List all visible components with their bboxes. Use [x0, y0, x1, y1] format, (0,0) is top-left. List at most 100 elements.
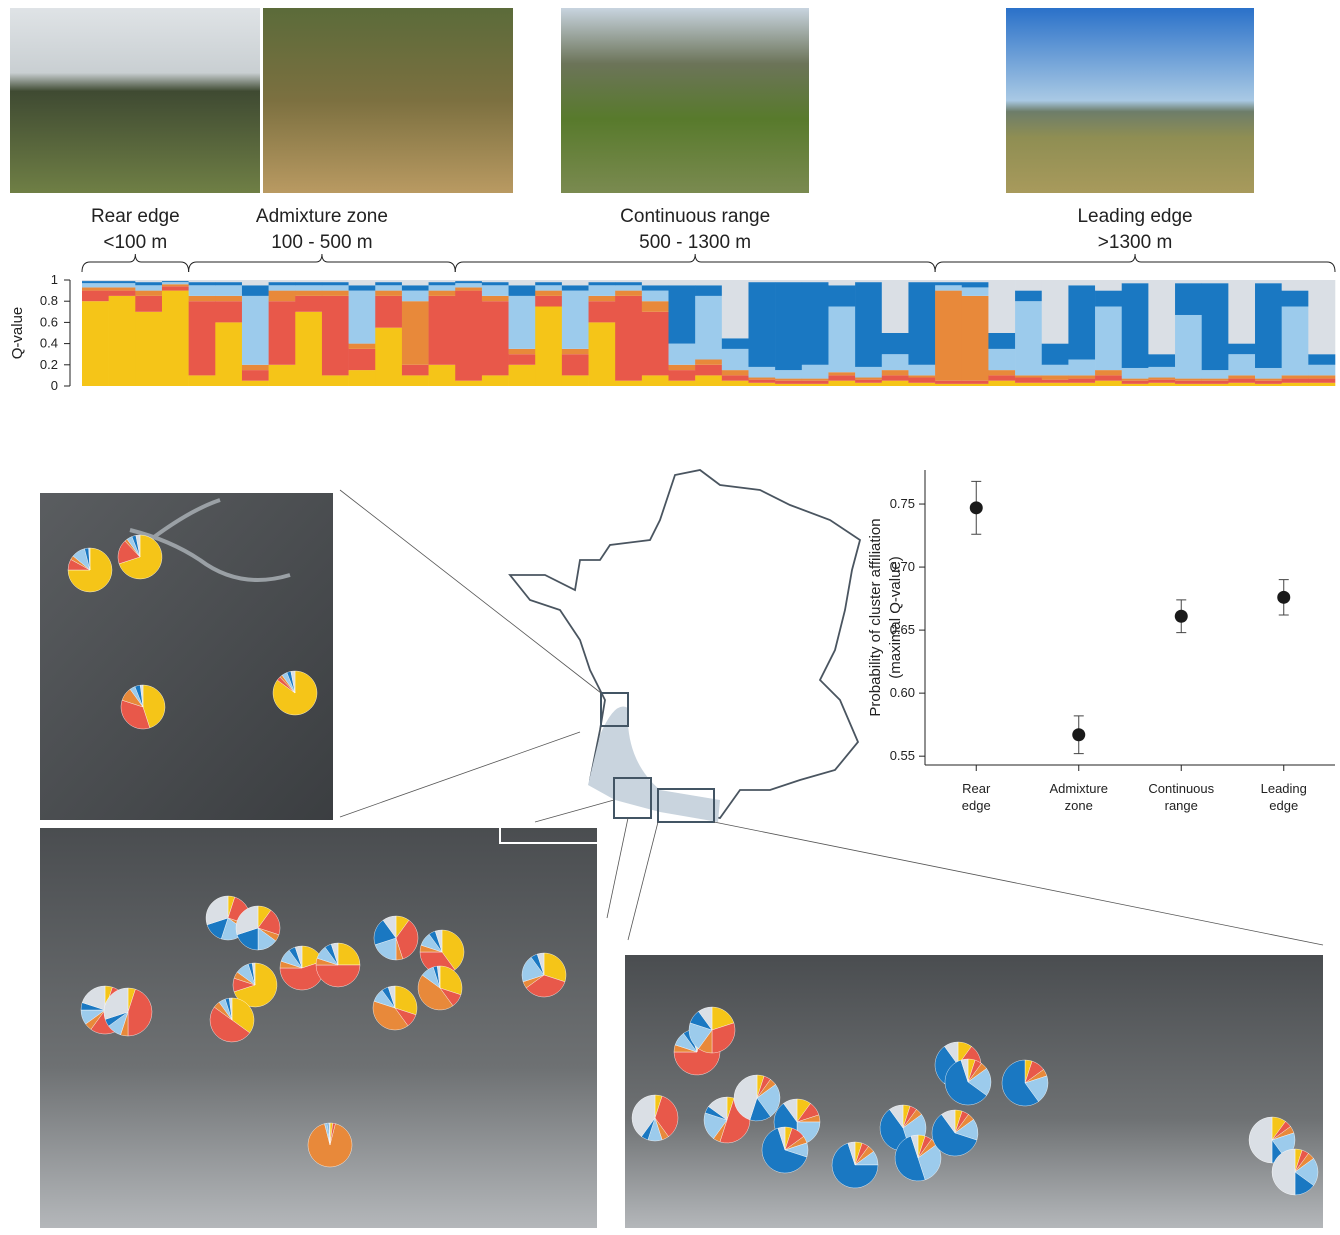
q-segment	[562, 280, 589, 285]
q-segment	[1042, 365, 1069, 376]
q-segment	[935, 282, 962, 285]
q-segment	[1255, 379, 1282, 381]
q-segment	[82, 301, 109, 386]
q-segment	[455, 291, 482, 381]
q-segment	[1042, 380, 1069, 383]
q-segment	[669, 280, 696, 285]
q-segment	[988, 381, 1015, 386]
point	[970, 501, 983, 514]
q-segment	[1308, 383, 1335, 386]
x-tick-label: Continuousrange	[1148, 781, 1214, 813]
q-segment	[1255, 384, 1282, 386]
q-segment	[189, 282, 216, 285]
pie	[762, 1127, 808, 1173]
q-segment	[1282, 375, 1309, 378]
q-segment	[589, 296, 616, 301]
q-segment	[242, 381, 269, 386]
q-segment	[402, 375, 429, 386]
pie	[932, 1110, 978, 1156]
q-segment	[322, 282, 349, 285]
q-segment	[988, 280, 1015, 333]
point	[1277, 591, 1290, 604]
q-segment	[642, 291, 669, 302]
zone-range: 100 - 500 m	[271, 232, 372, 253]
q-segment	[695, 285, 722, 296]
q-segment	[1282, 379, 1309, 383]
q-segment	[269, 291, 296, 302]
photo	[263, 8, 513, 193]
q-segment	[1042, 280, 1069, 344]
pie	[734, 1075, 780, 1121]
q-segment	[1042, 383, 1069, 386]
q-segment	[322, 291, 349, 296]
q-segment	[375, 291, 402, 296]
q-segment	[1042, 344, 1069, 365]
q-segment	[855, 280, 882, 282]
q-segment	[748, 280, 775, 282]
zone-range: >1300 m	[1098, 232, 1172, 253]
q-segment	[669, 370, 696, 381]
q-segment	[1068, 360, 1095, 376]
photo	[10, 8, 260, 193]
q-segment	[615, 280, 642, 282]
q-segment	[82, 291, 109, 302]
q-segment	[1228, 379, 1255, 383]
y-tick-label: 0	[51, 378, 58, 393]
q-segment	[402, 280, 429, 285]
q-segment	[509, 354, 536, 365]
q-segment	[722, 375, 749, 380]
q-segment	[1282, 383, 1309, 386]
q-segment	[269, 365, 296, 386]
q-segment	[535, 285, 562, 290]
q-segment	[802, 381, 829, 384]
q-segment	[189, 280, 216, 282]
q-segment	[1015, 291, 1042, 302]
q-segment	[1228, 383, 1255, 386]
q-segment	[429, 365, 456, 386]
q-segment	[162, 281, 189, 282]
q-segment	[722, 381, 749, 386]
q-segment	[562, 349, 589, 354]
q-segment	[908, 282, 935, 365]
y-tick-label: 0.2	[40, 357, 58, 372]
zone-name: Leading edge	[1077, 206, 1192, 227]
y-tick-label: 0.8	[40, 293, 58, 308]
q-segment	[402, 285, 429, 290]
q-segment	[269, 301, 296, 365]
connector	[714, 822, 1323, 945]
q-segment	[695, 375, 722, 386]
connector	[607, 818, 628, 918]
q-segment	[269, 282, 296, 285]
pie	[374, 916, 418, 960]
q-segment	[722, 280, 749, 338]
q-segment	[1015, 280, 1042, 291]
q-segment	[1095, 307, 1122, 371]
q-segment	[375, 328, 402, 386]
q-segment	[935, 285, 962, 290]
pie	[689, 1007, 735, 1053]
q-segment	[1255, 368, 1282, 379]
q-segment	[748, 378, 775, 380]
q-segment	[748, 383, 775, 386]
q-segment	[322, 296, 349, 376]
q-segment	[482, 375, 509, 386]
q-segment	[1255, 280, 1282, 283]
q-segment	[1095, 381, 1122, 386]
q-segment	[1202, 370, 1229, 378]
q-segment	[482, 285, 509, 296]
q-segment	[1015, 301, 1042, 375]
q-segment	[962, 381, 989, 384]
q-segment	[269, 285, 296, 290]
pie	[68, 548, 112, 592]
q-segment	[135, 312, 162, 386]
q-segment	[109, 291, 136, 296]
zone-brace	[455, 254, 935, 272]
q-segment	[135, 291, 162, 296]
q-segment	[535, 280, 562, 282]
q-segment	[562, 291, 589, 349]
q-segment	[1308, 379, 1335, 383]
q-segment	[1282, 280, 1309, 291]
q-segment	[908, 365, 935, 376]
q-segment	[215, 301, 242, 322]
q-segment	[562, 375, 589, 386]
